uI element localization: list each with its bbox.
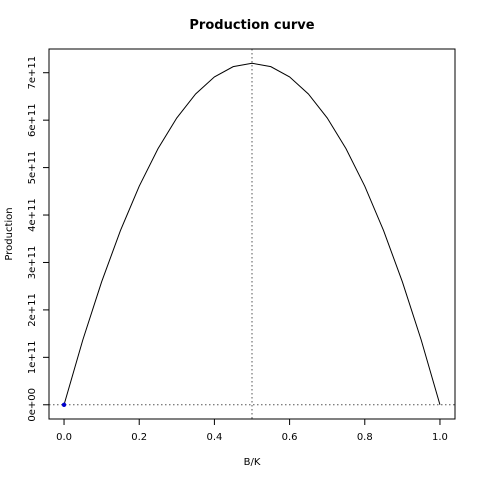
production-curve-line — [63, 62, 441, 405]
y-tick-label: 5e+11 — [27, 151, 38, 185]
x-tick-label: 0.6 — [282, 432, 298, 443]
y-tick-label: 7e+11 — [27, 56, 38, 90]
x-tick-label: 0.0 — [56, 432, 72, 443]
plot-frame — [48, 48, 456, 420]
y-tick-label: 6e+11 — [27, 103, 38, 137]
chart-title: Production curve — [189, 18, 314, 33]
x-tick-label: 1.0 — [432, 432, 448, 443]
data-point — [61, 402, 67, 407]
x-axis-label: B/K — [244, 457, 261, 468]
x-tick-label: 0.8 — [357, 432, 373, 443]
y-tick-label: 3e+11 — [27, 246, 38, 280]
x-axis: 0.0 0.2 0.4 0.6 0.8 1.0 — [56, 419, 448, 443]
y-tick-label: 2e+11 — [27, 293, 38, 327]
y-tick-label: 0e+00 — [27, 388, 38, 422]
plot-area — [49, 49, 455, 419]
x-tick-label: 0.4 — [206, 432, 222, 443]
x-tick-label: 0.2 — [131, 432, 147, 443]
y-tick-label: 1e+11 — [27, 341, 38, 375]
y-axis-label: Production — [4, 207, 15, 260]
y-tick-label: 4e+11 — [27, 198, 38, 232]
y-axis: 0e+00 1e+11 2e+11 3e+11 4e+11 5e+11 6e+11 7e+11 — [27, 56, 49, 422]
